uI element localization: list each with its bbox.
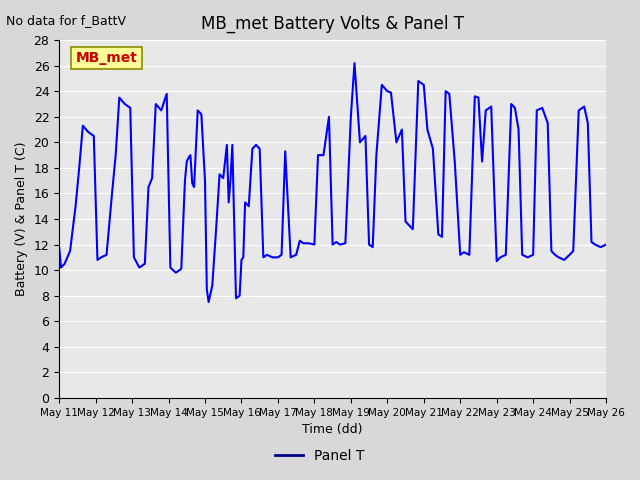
Text: MB_met: MB_met: [76, 51, 138, 65]
Text: No data for f_BattV: No data for f_BattV: [6, 14, 127, 27]
Title: MB_met Battery Volts & Panel T: MB_met Battery Volts & Panel T: [201, 15, 464, 33]
Y-axis label: Battery (V) & Panel T (C): Battery (V) & Panel T (C): [15, 142, 28, 296]
Legend: Panel T: Panel T: [270, 443, 370, 468]
X-axis label: Time (dd): Time (dd): [302, 423, 363, 436]
